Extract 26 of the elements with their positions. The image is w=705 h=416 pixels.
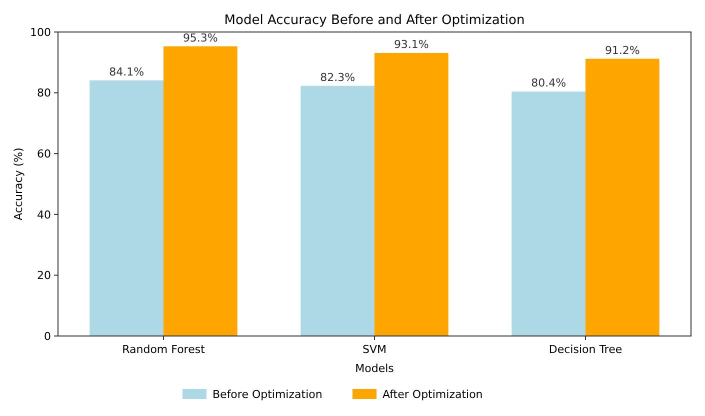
- x-tick-label: Random Forest: [122, 343, 206, 356]
- bar: [586, 58, 660, 336]
- x-tick-label: SVM: [362, 343, 386, 356]
- y-axis-title: Accuracy (%): [12, 148, 25, 220]
- data-label: 93.1%: [394, 38, 429, 51]
- y-tick-label: 100: [30, 26, 51, 39]
- x-axis-title: Models: [355, 362, 394, 375]
- bar: [512, 92, 586, 336]
- legend-label: After Optimization: [382, 388, 483, 401]
- y-tick-label: 40: [37, 208, 51, 222]
- y-tick-label: 20: [37, 269, 51, 282]
- bar: [300, 86, 374, 336]
- data-label: 82.3%: [320, 70, 356, 84]
- y-tick-label: 60: [37, 147, 51, 160]
- y-tick-label: 0: [44, 330, 51, 343]
- legend-label: Before Optimization: [212, 388, 322, 401]
- bar: [374, 52, 448, 336]
- data-label: 80.4%: [531, 76, 566, 90]
- y-tick-label: 80: [37, 86, 51, 100]
- bar: [164, 46, 238, 336]
- data-label: 84.1%: [109, 65, 144, 78]
- bar: [90, 80, 164, 336]
- chart-title: Model Accuracy Before and After Optimization: [224, 13, 525, 28]
- data-label: 91.2%: [604, 44, 640, 57]
- data-label: 95.3%: [182, 31, 218, 44]
- x-tick-label: Decision Tree: [548, 343, 622, 356]
